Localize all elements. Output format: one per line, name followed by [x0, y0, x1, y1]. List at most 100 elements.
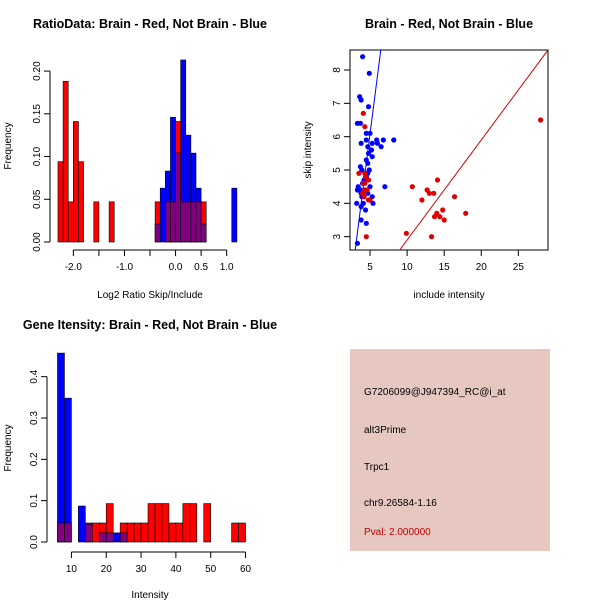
point-brain: [361, 194, 367, 200]
y-tick-label: 0.4: [29, 369, 40, 383]
point-brain: [428, 234, 435, 240]
point-not-brain: [370, 200, 376, 206]
point-brain: [419, 197, 425, 203]
probe-id: G7206099@J947394_RC@i_at: [364, 387, 506, 398]
x-tick-label: 1.0: [220, 262, 234, 273]
point-not-brain: [367, 184, 373, 190]
point-not-brain: [363, 130, 369, 136]
y-tick-label: 5: [332, 167, 343, 173]
point-not-brain: [369, 140, 375, 146]
bar-overlap: [98, 532, 107, 543]
point-not-brain: [354, 187, 361, 193]
bar-brain: [92, 522, 100, 543]
point-brain: [365, 177, 372, 183]
y-tick-label: 7: [332, 100, 343, 106]
point-not-brain: [380, 137, 386, 143]
scatter-intensity: Brain - Red, Not Brain - Blue include in…: [303, 17, 549, 301]
x-tick-label: 25: [513, 262, 525, 273]
bar-brain: [161, 503, 170, 543]
xlabel-ratio: Log2 Ratio Skip/Include: [97, 290, 203, 301]
point-brain: [441, 217, 447, 223]
bar-overlap: [105, 532, 114, 543]
point-brain: [424, 187, 430, 193]
point-brain: [434, 177, 441, 183]
bar-not-brain: [112, 532, 121, 543]
x-tick-label: 15: [439, 262, 451, 273]
bar-brain: [67, 201, 74, 243]
y-tick-label: 0.10: [32, 146, 43, 166]
bar-overlap: [64, 522, 72, 543]
point-not-brain: [363, 137, 369, 143]
point-brain: [434, 210, 440, 216]
bar-brain: [231, 522, 239, 543]
point-not-brain: [362, 207, 369, 213]
bar-brain: [175, 121, 181, 154]
title-scatter: Brain - Red, Not Brain - Blue: [365, 17, 533, 31]
plot-frame: [349, 49, 549, 251]
point-brain: [537, 117, 544, 123]
point-not-brain: [365, 104, 372, 110]
bar-brain: [98, 522, 107, 534]
histogram-ratio: RatioData: Brain - Red, Not Brain - Blue…: [3, 17, 267, 301]
point-brain: [437, 214, 443, 220]
bar-brain: [200, 201, 207, 225]
event-type: alt3Prime: [364, 425, 407, 436]
point-brain: [360, 110, 366, 116]
bar-overlap: [180, 201, 187, 243]
xlabel-intensity: Intensity: [131, 590, 168, 600]
point-not-brain: [369, 154, 375, 160]
bar-brain: [238, 522, 246, 543]
x-tick-label: 10: [402, 262, 414, 273]
bar-brain: [175, 522, 184, 543]
bar-not-brain: [231, 187, 238, 243]
bar-overlap: [85, 523, 93, 543]
y-tick-label: 0.1: [29, 493, 40, 507]
bar-brain: [189, 503, 198, 543]
y-tick-label: 0.15: [32, 104, 43, 124]
bar-overlap: [175, 152, 181, 243]
point-not-brain: [382, 184, 388, 190]
point-not-brain: [365, 150, 372, 156]
x-tick-label: 50: [205, 564, 217, 575]
y-tick-label: 6: [332, 133, 343, 139]
bar-brain: [62, 81, 69, 243]
point-brain: [451, 194, 458, 200]
point-not-brain: [366, 70, 372, 76]
fit-line: [399, 50, 548, 250]
bar-brain: [108, 201, 115, 243]
point-not-brain: [360, 54, 366, 60]
point-brain: [364, 187, 370, 193]
bar-overlap: [154, 223, 161, 243]
point-not-brain: [374, 137, 380, 143]
gene-name: Trpc1: [364, 462, 390, 473]
point-not-brain: [391, 137, 397, 143]
y-tick-label: 0.20: [32, 61, 43, 81]
y-tick-label: 3: [332, 233, 343, 239]
point-brain: [463, 210, 469, 216]
point-not-brain: [358, 97, 364, 103]
point-not-brain: [358, 204, 364, 210]
point-not-brain: [359, 167, 365, 173]
point-brain: [365, 197, 372, 203]
ylabel-ratio: Frequency: [3, 122, 14, 169]
bar-not-brain: [159, 187, 166, 243]
ylabel-intensity: Frequency: [3, 424, 14, 471]
bar-overlap: [57, 522, 65, 543]
point-brain: [431, 190, 437, 196]
y-tick-label: 8: [332, 67, 343, 73]
point-not-brain: [378, 144, 384, 150]
p-value: Pval: 2.000000: [364, 527, 431, 538]
bar-brain: [73, 121, 79, 243]
point-not-brain: [365, 160, 371, 166]
y-tick-label: 4: [332, 200, 343, 206]
y-tick-label: 0.0: [29, 535, 40, 549]
genomic-location: chr9.26584-1.16: [364, 498, 437, 509]
ylabel-scatter: skip intensity: [303, 121, 314, 178]
bar-brain: [93, 201, 100, 243]
bar-overlap: [165, 201, 171, 243]
point-brain: [403, 230, 409, 236]
bar-brain: [147, 503, 156, 543]
point-not-brain: [354, 200, 360, 206]
title-intensity: Gene Itensity: Brain - Red, Not Brain - …: [23, 318, 277, 332]
point-brain: [363, 234, 369, 240]
